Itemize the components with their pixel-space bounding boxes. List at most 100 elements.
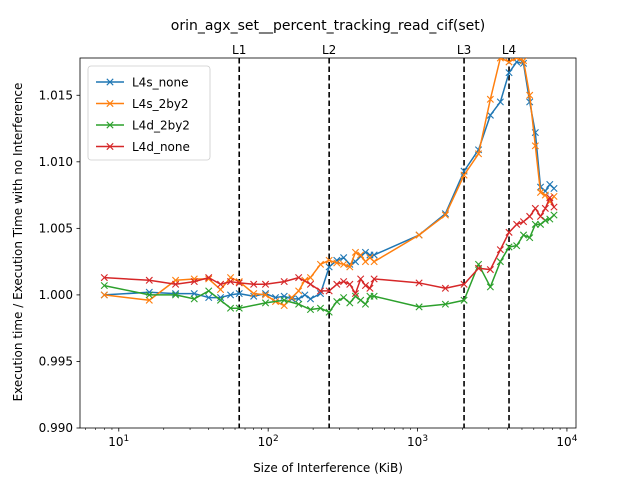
marker-stroke <box>333 297 341 306</box>
marker-stroke <box>496 98 504 106</box>
marker-stroke <box>357 252 365 260</box>
marker-stroke <box>486 95 494 103</box>
marker-stroke <box>541 216 549 224</box>
marker-stroke <box>505 243 513 251</box>
data-point-l4s-2by2 <box>460 171 468 179</box>
data-point-l4d-none <box>346 280 354 288</box>
x-tick-label-exponent: 2 <box>273 434 279 444</box>
data-point-l4d-2by2 <box>526 234 534 242</box>
data-point-l4d-none <box>250 280 258 288</box>
plot-area: 101 102 103 1040.9900.9951.0001.0051.0101.0… <box>39 43 578 449</box>
marker-stroke <box>526 212 534 220</box>
marker-stroke <box>261 291 270 299</box>
marker-stroke <box>261 289 270 298</box>
cache-label-l4: L4 <box>502 43 516 57</box>
marker-stroke <box>496 258 504 266</box>
marker-stroke <box>280 296 288 304</box>
legend-marker <box>106 99 114 108</box>
data-point-l4d-2by2 <box>235 304 243 312</box>
marker-stroke <box>295 300 303 308</box>
marker-stroke <box>190 278 198 286</box>
data-point-l4s-2by2 <box>486 95 494 103</box>
data-point-l4s-2by2 <box>288 293 296 302</box>
marker-stroke <box>496 58 502 62</box>
marker-stroke <box>460 296 468 304</box>
marker-stroke <box>250 289 258 298</box>
data-point-l4d-2by2 <box>351 292 360 300</box>
data-point-l4s-2by2 <box>250 289 258 298</box>
data-point-l4d-none <box>306 280 315 288</box>
marker-stroke <box>205 293 213 302</box>
data-point-l4d-none <box>226 278 235 286</box>
y-tick-label: 0.990 <box>39 421 73 435</box>
marker-stroke <box>340 260 348 268</box>
marker-stroke <box>541 191 549 199</box>
legend-label: L4d_2by2 <box>132 119 190 133</box>
marker-stroke <box>357 251 365 259</box>
marker-stroke <box>171 291 180 299</box>
cache-label-l3: L3 <box>457 43 471 57</box>
cache-label-l1: L1 <box>232 43 246 57</box>
data-point-l4d-none <box>441 284 449 292</box>
marker-stroke <box>513 220 521 228</box>
marker-stroke <box>306 280 315 288</box>
marker-stroke <box>190 289 198 298</box>
data-point-l4d-2by2 <box>100 282 108 290</box>
marker-stroke <box>216 293 225 302</box>
marker-stroke <box>370 292 378 300</box>
data-point-l4s-none <box>295 295 303 303</box>
data-point-l4d-none <box>295 274 303 282</box>
data-point-l4d-none <box>351 289 360 298</box>
marker-stroke <box>306 295 315 303</box>
data-point-l4s-2by2 <box>357 251 365 259</box>
data-point-l4d-none <box>261 280 270 288</box>
marker-stroke <box>145 296 153 304</box>
data-point-l4s-2by2 <box>351 248 360 256</box>
legend-marker <box>106 121 114 129</box>
data-point-l4d-none <box>205 274 213 282</box>
marker-stroke <box>340 254 348 262</box>
legend-box <box>87 65 211 161</box>
marker-stroke <box>351 248 360 256</box>
data-point-l4d-none <box>145 276 153 284</box>
marker-stroke <box>550 203 558 211</box>
data-point-l4d-2by2 <box>171 291 180 299</box>
data-point-l4d-none <box>513 220 521 228</box>
data-point-l4s-2by2 <box>216 285 225 294</box>
marker-stroke <box>205 287 213 295</box>
marker-stroke <box>526 91 534 99</box>
cache-label-l2: L2 <box>322 43 336 57</box>
marker-stroke <box>325 287 333 295</box>
data-point-l4d-none <box>100 274 108 282</box>
data-point-l4d-none <box>536 212 545 220</box>
data-point-l4s-2by2 <box>519 58 528 65</box>
marker-stroke <box>519 58 527 65</box>
data-point-l4s-2by2 <box>100 291 108 299</box>
data-point-l4d-2by2 <box>226 304 235 312</box>
data-point-l4d-none <box>361 282 370 290</box>
marker-stroke <box>250 280 258 288</box>
data-point-l4d-none <box>190 278 198 286</box>
data-point-l4d-none <box>216 280 225 288</box>
data-point-l4d-2by2 <box>261 299 270 307</box>
marker-stroke <box>216 280 225 288</box>
marker-stroke <box>316 304 325 312</box>
data-point-l4d-none <box>496 246 504 254</box>
marker-stroke <box>531 204 539 212</box>
data-point-l4d-2by2 <box>519 231 528 239</box>
y-axis-title: Execution time / Execution Time with no … <box>11 83 25 402</box>
x-tick-label: 102 <box>258 434 279 449</box>
marker-stroke <box>536 188 545 197</box>
marker-stroke <box>513 58 518 62</box>
axes-frame <box>79 57 577 429</box>
marker-stroke <box>536 220 545 228</box>
data-point-l4d-2by2 <box>316 304 325 312</box>
marker-stroke <box>546 194 554 202</box>
marker-stroke <box>226 278 235 286</box>
data-point-l4s-none <box>361 248 370 256</box>
data-point-l4s-none <box>496 98 504 106</box>
marker-stroke <box>415 279 423 287</box>
marker-stroke <box>441 284 449 292</box>
data-point-l4d-2by2 <box>441 300 449 308</box>
